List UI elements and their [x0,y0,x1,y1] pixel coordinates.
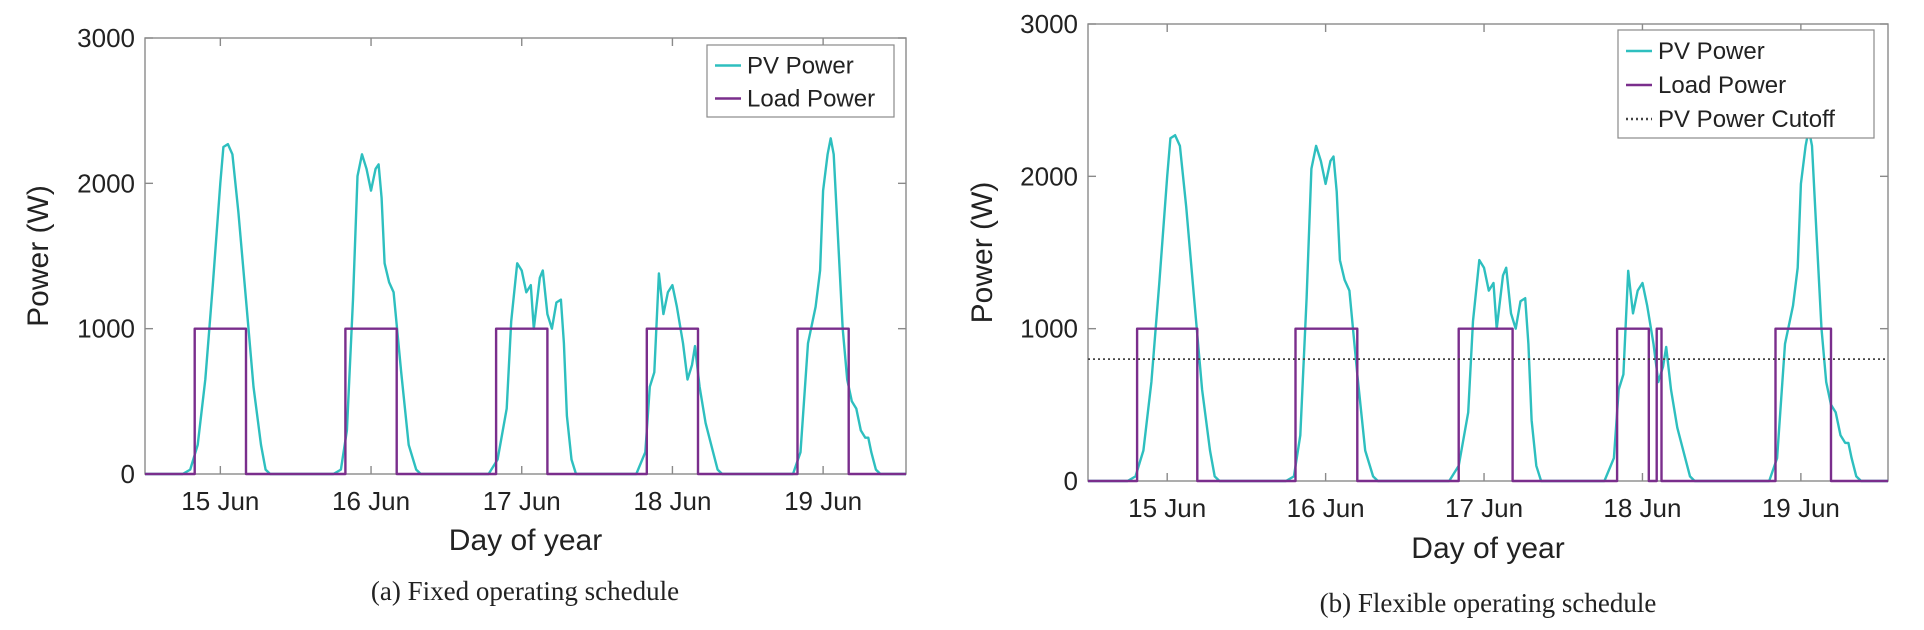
x-tick-label: 19 Jun [784,486,862,516]
x-tick-label: 19 Jun [1762,493,1840,523]
x-tick-label: 15 Jun [181,486,259,516]
x-tick-label: 17 Jun [1445,493,1523,523]
y-tick-label: 3000 [1020,9,1078,39]
y-tick-label: 2000 [77,168,135,198]
x-tick-label: 17 Jun [483,486,561,516]
legend-entry: PV Power Cutoff [1658,106,1835,133]
y-tick-label: 0 [1064,466,1078,496]
legend-entry: Load Power [1658,72,1786,99]
y-tick-label: 0 [121,459,135,489]
y-axis-label: Power (W) [966,182,999,324]
legend-entry: PV Power [747,53,854,80]
legend-entry: Load Power [747,86,875,113]
y-tick-label: 2000 [1020,161,1078,191]
legend-box [1617,29,1875,139]
figure-caption: (b) Flexible operating schedule [1320,588,1657,618]
x-axis-label: Day of year [449,524,602,557]
x-tick-label: 15 Jun [1128,493,1206,523]
legend: PV Power Load Power PV Power Cutoff [1617,29,1875,139]
series-load-power [145,327,906,476]
legend-box [706,44,895,118]
x-tick-label: 16 Jun [1287,493,1365,523]
y-tick-label: 1000 [1020,314,1078,344]
y-axis-label: Power (W) [22,185,55,327]
legend-entry: PV Power [1658,38,1765,65]
legend: PV Power Load Power [706,44,895,118]
x-axis-label: Day of year [1411,532,1564,565]
y-tick-label: 3000 [77,23,135,53]
x-tick-label: 18 Jun [633,486,711,516]
series-load-power [1088,327,1888,483]
chart-panel-a: 0 1000 2000 3000 15 Jun 16 Jun 17 Jun 18 Jun 19 … [22,23,907,606]
x-tick-label: 18 Jun [1603,493,1681,523]
figure-caption: (a) Fixed operating schedule [371,576,679,606]
y-tick-label: 1000 [77,314,135,344]
x-tick-label: 16 Jun [332,486,410,516]
chart-panel-b: 0 1000 2000 3000 15 Jun 16 Jun 17 Jun 18 Jun 19 … [966,9,1889,618]
